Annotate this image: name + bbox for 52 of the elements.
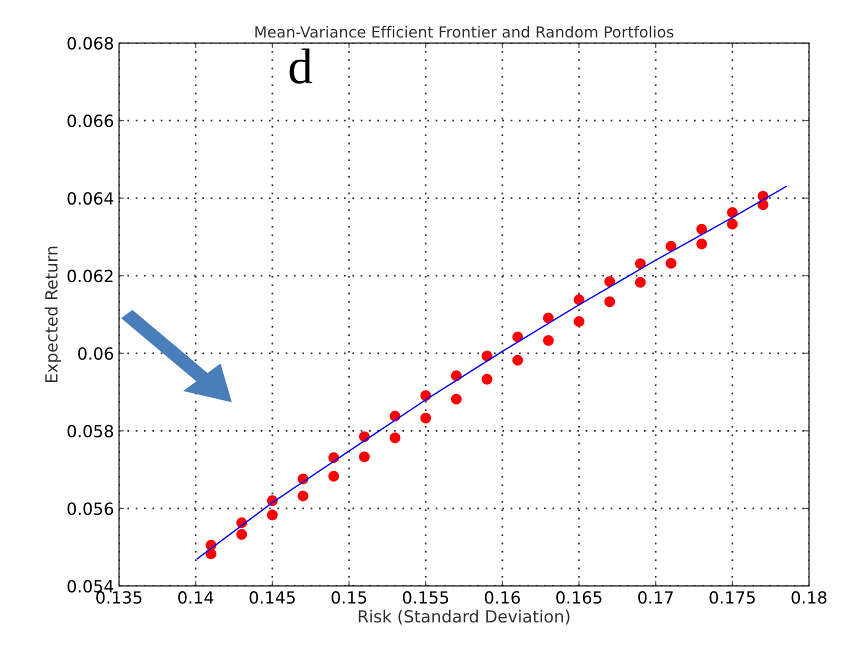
x-tick-label: 0.145 — [250, 591, 295, 604]
point — [451, 370, 462, 382]
y-tick-label: 0.056 — [68, 502, 114, 515]
x-axis-title: Risk (Standard Deviation) — [358, 610, 570, 625]
x-tick-label: 0.16 — [484, 591, 520, 604]
y-tick-label: 0.064 — [68, 192, 114, 205]
point — [666, 240, 676, 252]
point — [328, 470, 340, 482]
point — [696, 224, 708, 235]
line-series — [196, 186, 787, 560]
point — [267, 510, 278, 520]
point — [574, 294, 584, 306]
point — [206, 548, 216, 560]
point — [727, 218, 738, 230]
x-tick-label: 0.17 — [638, 591, 673, 604]
y-axis-title: Expected Return — [44, 246, 61, 382]
x-tick-label: 0.135 — [96, 591, 142, 604]
point — [236, 529, 248, 540]
x-tick-label: 0.14 — [178, 591, 214, 604]
y-tick-label: 0.058 — [68, 424, 114, 438]
point — [758, 199, 768, 210]
point — [420, 412, 432, 424]
point — [390, 432, 400, 444]
point — [574, 316, 584, 327]
chart-title: Mean-Variance Efficient Frontier and Random Portfolios — [255, 26, 674, 38]
point — [635, 258, 646, 270]
point — [635, 276, 646, 288]
x-tick-label: 0.18 — [792, 591, 826, 604]
y-tick-label: 0.054 — [68, 580, 114, 593]
point — [512, 332, 524, 342]
x-tick-label: 0.175 — [710, 591, 755, 604]
point — [482, 350, 492, 362]
point — [482, 374, 492, 385]
point — [359, 451, 370, 462]
y-tick-label: 0.066 — [68, 114, 114, 128]
y-tick-label: 0.062 — [68, 270, 112, 282]
y-tick-label: 0.068 — [68, 36, 114, 50]
point — [512, 354, 524, 366]
point — [451, 394, 462, 404]
point — [727, 207, 738, 218]
x-tick-label: 0.155 — [402, 591, 448, 604]
point — [666, 258, 676, 269]
annotation: d — [290, 48, 312, 84]
y-tick-label: 0.06 — [78, 347, 114, 360]
point — [543, 312, 554, 324]
x-tick-label: 0.15 — [332, 591, 366, 604]
point — [543, 335, 554, 346]
point — [696, 238, 708, 250]
x-tick-label: 0.165 — [556, 591, 602, 604]
point — [604, 296, 616, 308]
point — [604, 276, 616, 287]
point — [298, 490, 308, 502]
